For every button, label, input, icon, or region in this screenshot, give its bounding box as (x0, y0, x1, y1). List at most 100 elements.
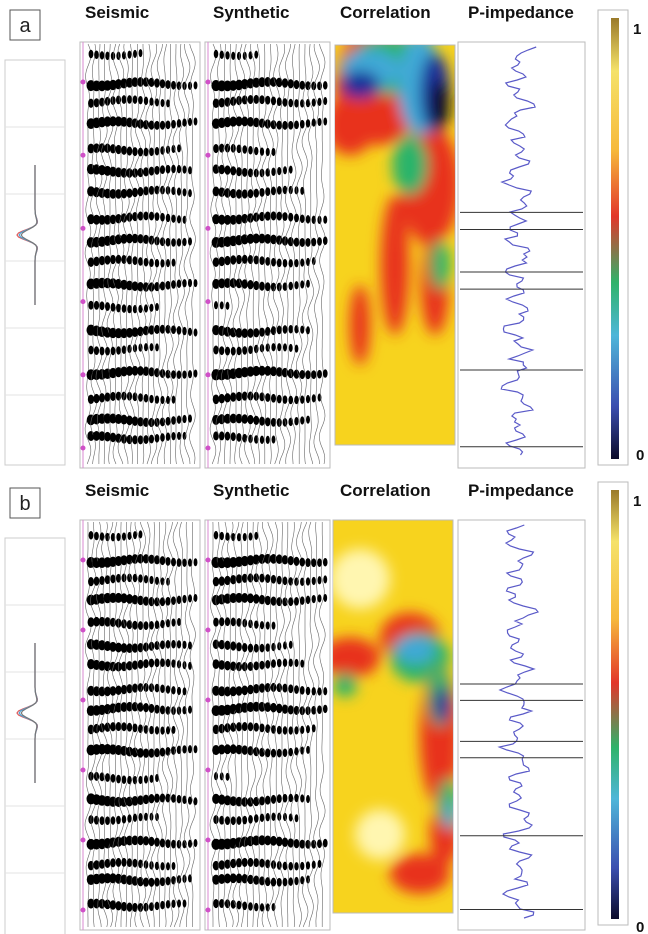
wiggle-fill (224, 165, 231, 175)
wiggle-fill (305, 98, 311, 108)
wiggle-fill (165, 596, 171, 606)
wiggle-fill (143, 575, 149, 584)
wiggle-fill (142, 836, 150, 846)
wiggle-fill (103, 592, 112, 604)
wiggle-fill (276, 703, 283, 714)
wiggle-fill (218, 686, 226, 697)
wiggle-fill (131, 281, 139, 292)
wiggle-fill (87, 898, 95, 909)
wiggle-fill (299, 237, 305, 247)
wiggle-fill (110, 391, 116, 401)
wiggle-fill (93, 256, 100, 267)
wiggle-fill (159, 597, 166, 607)
horizon-marker (80, 152, 86, 158)
wiggle-fill (270, 417, 277, 427)
wiggle-fill (93, 346, 100, 356)
wiggle-fill (276, 186, 282, 195)
wiggle-fill (187, 117, 193, 127)
wiggle-fill (218, 744, 226, 755)
wiggle-fill (176, 640, 182, 649)
wiggle-fill (323, 575, 328, 584)
wiggle-fill (246, 701, 255, 713)
wiggle-fill (276, 120, 283, 130)
wiggle-fill (247, 116, 254, 127)
wiggle-fill (93, 98, 100, 108)
wiggle-fill (223, 873, 232, 884)
wiggle-fill (265, 643, 271, 652)
wiggle-fill (115, 254, 122, 264)
wiggle-fill (294, 658, 299, 668)
wiggle-fill (223, 795, 232, 806)
wiggle-fill (271, 343, 276, 352)
trace (238, 43, 245, 465)
wiggle-fill (300, 659, 305, 668)
wiggle-fill (138, 530, 143, 539)
wiggle-fill (98, 164, 106, 176)
wiggle-fill (137, 835, 144, 846)
wiggle-fill (305, 577, 311, 586)
wiggle-fill (165, 237, 171, 247)
wiggle-fill (109, 166, 117, 177)
wiggle-fill (282, 185, 288, 195)
wiggle-fill (149, 575, 154, 585)
wiggle-fill (323, 593, 328, 602)
wiggle-fill (241, 328, 249, 338)
trace (117, 43, 125, 465)
wiggle-fill (104, 858, 111, 868)
wiggle-fill (126, 875, 133, 886)
wiggle-fill (236, 574, 242, 584)
wiggle-fill (259, 903, 265, 912)
wiggle-fill (212, 98, 220, 109)
trace (307, 521, 315, 928)
wiggle-fill (254, 146, 259, 156)
wiggle-fill (120, 901, 128, 912)
wiggle-fill (148, 282, 155, 292)
trace (150, 521, 158, 927)
wiggle-fill (160, 900, 165, 910)
wiggle-fill (171, 725, 176, 734)
horizon-marker (80, 557, 86, 563)
wiggle-fill (121, 145, 127, 155)
wiggle-fill (143, 343, 149, 352)
wiggle-fill (212, 214, 220, 225)
wiggle-fill (137, 902, 144, 912)
wiggle-fill (224, 617, 231, 627)
wiggle-fill (159, 640, 166, 650)
wiggle-fill (235, 214, 243, 225)
wiggle-fill (231, 51, 236, 61)
wiggle-fill (148, 658, 155, 668)
wiggle-fill (176, 119, 182, 128)
trace (90, 43, 97, 465)
column-title: P-impedance (468, 3, 574, 22)
wiggle-fill (154, 901, 160, 911)
wiggle-fill (212, 860, 220, 871)
wiggle-fill (165, 213, 171, 223)
wiggle-fill (171, 686, 176, 695)
wiggle-fill (224, 859, 231, 869)
correlation-blob (333, 673, 357, 698)
wiggle-fill (242, 643, 248, 653)
wiggle-fill (299, 80, 306, 90)
wiggle-fill (103, 661, 112, 672)
wiggle-fill (115, 857, 122, 867)
wiggle-fill (282, 325, 288, 334)
wiggle-fill (306, 795, 310, 804)
wiggle-fill (177, 144, 181, 153)
wiggle-fill (258, 835, 266, 846)
wiggle-fill (120, 593, 128, 604)
wiggle-fill (236, 391, 242, 402)
wiggle-fill (171, 238, 176, 247)
horizon-marker (80, 79, 86, 85)
wiggle-fill (98, 255, 106, 266)
wiggle-fill (110, 816, 116, 825)
wiggle-fill (213, 531, 219, 540)
wiggle-fill (109, 327, 117, 339)
wiggle-fill (271, 257, 276, 267)
wiggle-fill (294, 596, 299, 606)
wiggle-fill (299, 119, 305, 129)
wiggle-fill (294, 258, 299, 268)
wiggle-fill (230, 617, 236, 627)
wiggle-fill (104, 686, 111, 697)
wiggle-fill (104, 302, 111, 311)
wiggle-fill (131, 701, 139, 712)
